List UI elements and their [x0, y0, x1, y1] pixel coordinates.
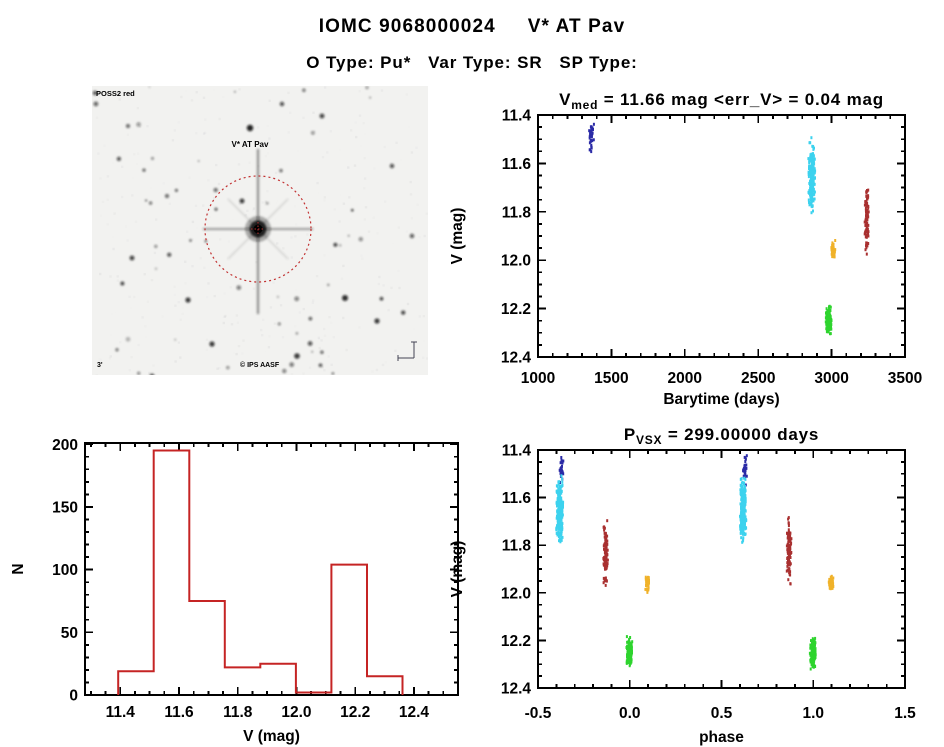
axis-ticks [537, 449, 906, 689]
x-tick-label: 12.2 [340, 704, 370, 721]
plot-frame [84, 442, 459, 696]
y-tick-label: 100 [52, 562, 78, 579]
y-axis-label: N [10, 563, 27, 574]
y-tick-label: 11.4 [502, 443, 532, 460]
survey-label: POSS2 red [96, 89, 135, 98]
x-tick-label: 11.8 [223, 704, 253, 721]
y-tick-label: 11.8 [502, 204, 532, 221]
phase-plot: -0.5 0.0 0.5 1.0 1.5 11.4 11.6 11.8 12.0 12.2 12.4… [440, 415, 944, 747]
y-tick-label: 50 [61, 625, 78, 642]
x-tick-label: 3000 [814, 370, 848, 387]
y-tick-label: 11.6 [502, 490, 532, 507]
y-tick-label: 150 [52, 499, 78, 516]
y-tick-label: 0 [69, 688, 78, 705]
y-tick-label: 12.2 [501, 633, 531, 650]
x-tick-label: 0.5 [711, 705, 733, 722]
y-axis-label: V (mag) [449, 541, 466, 598]
fov-label: 3' [97, 362, 103, 369]
x-tick-label: 1.0 [802, 705, 824, 722]
cluster-orange [830, 239, 837, 259]
x-axis-label: Barytime (days) [663, 391, 779, 408]
plate-label: © IPS AASF [240, 361, 280, 369]
cluster-cyan [807, 136, 817, 215]
histogram-plot: 11.4 11.6 11.8 12.0 12.2 12.4 0 50 100 150 200 V (m… [10, 425, 480, 747]
x-tick-label: 11.4 [106, 704, 136, 721]
x-tick-label: 0.0 [619, 705, 641, 722]
x-axis-label: phase [699, 729, 744, 746]
plot-frame [537, 114, 906, 358]
cluster-red [602, 516, 793, 587]
histogram-outline [117, 449, 404, 695]
axis-ticks [85, 443, 459, 696]
page-subtitle: O Type: Pu* Var Type: SR SP Type: [306, 53, 638, 72]
cluster-red [863, 188, 870, 256]
y-tick-label: 12.2 [501, 301, 531, 318]
cluster-green [824, 304, 833, 336]
x-tick-label: 1.5 [894, 705, 916, 722]
y-tick-label: 11.8 [502, 538, 532, 555]
y-tick-label: 12.4 [501, 350, 532, 367]
cluster-green [625, 635, 817, 671]
x-tick-label: 12.4 [399, 704, 430, 721]
x-tick-label: 1000 [521, 370, 555, 387]
cluster-navy [558, 454, 748, 487]
cluster-cyan [555, 474, 748, 544]
sky-noise [95, 86, 426, 377]
lightcurve-plot: 1000 1500 2000 2500 3000 3500 11.4 11.6 11.8 12.0… [440, 88, 944, 410]
field-stars [92, 85, 415, 379]
x-axis-label: V (mag) [243, 728, 300, 745]
page-title: IOMC 9068000024 V* AT Pav [318, 16, 626, 37]
starfield-image: POSS2 red V* AT Pav © IPS AASF 3' [92, 85, 428, 379]
target-circle [204, 175, 312, 283]
x-tick-label: 1500 [594, 370, 628, 387]
cluster-orange [644, 574, 835, 594]
compass-marker [397, 341, 417, 361]
plot-title: Vmed = 11.66 mag <err_V> = 0.04 mag [559, 90, 884, 112]
y-tick-label: 12.0 [501, 585, 531, 602]
x-tick-label: 12.0 [281, 704, 311, 721]
y-tick-label: 12.4 [501, 681, 532, 698]
y-tick-label: 12.0 [501, 253, 531, 270]
axis-ticks [537, 114, 906, 358]
x-tick-label: 2500 [741, 370, 775, 387]
y-tick-label: 200 [52, 437, 78, 454]
chart-canvas: 11.4 11.6 11.8 12.0 12.2 12.4 0 50 100 150 200 V (m… [10, 437, 459, 745]
plot-frame [537, 449, 906, 689]
target-label: V* AT Pav [232, 140, 269, 149]
y-tick-label: 11.4 [502, 108, 532, 125]
cluster-navy [588, 122, 595, 154]
y-axis-label: V (mag) [449, 208, 466, 265]
x-tick-label: 11.6 [164, 704, 194, 721]
y-tick-label: 11.6 [502, 156, 532, 173]
finding-chart: POSS2 red V* AT Pav © IPS AASF 3' [92, 85, 428, 379]
plot-title: PVSX = 299.00000 days [624, 425, 819, 447]
chart-canvas: -0.5 0.0 0.5 1.0 1.5 11.4 11.6 11.8 12.0 12.2 12.4… [449, 425, 916, 746]
x-tick-label: 3500 [888, 370, 922, 387]
x-tick-label: 2000 [668, 370, 702, 387]
chart-canvas: 1000 1500 2000 2500 3000 3500 11.4 11.6 11.8 12.0… [449, 90, 922, 408]
x-tick-label: -0.5 [525, 705, 552, 722]
